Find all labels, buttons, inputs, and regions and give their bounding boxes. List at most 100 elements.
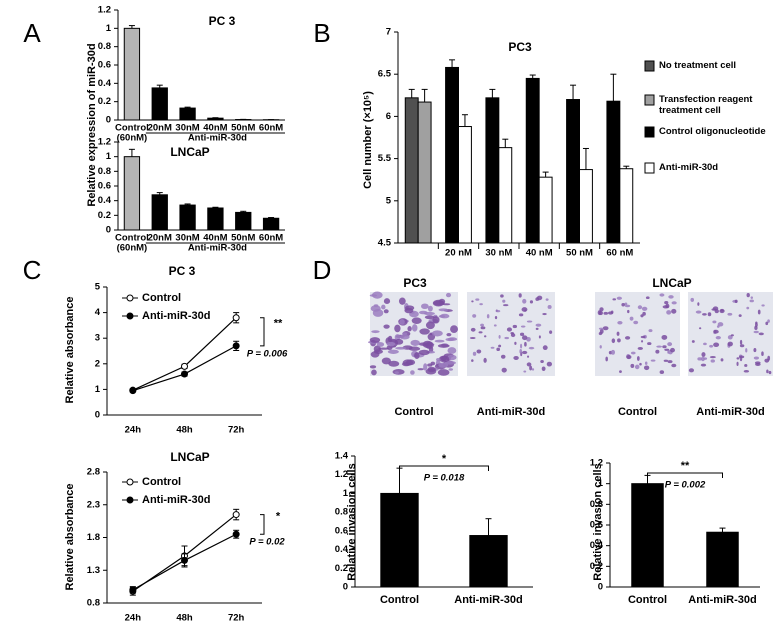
y-tick-label: 0.4 bbox=[590, 540, 604, 551]
cell bbox=[639, 362, 642, 366]
cell bbox=[753, 330, 759, 334]
cell bbox=[469, 337, 476, 340]
cell bbox=[743, 370, 750, 373]
cell bbox=[720, 358, 724, 362]
cell bbox=[438, 315, 446, 318]
y-tick-label: 0.6 bbox=[98, 60, 111, 71]
bar bbox=[262, 217, 280, 231]
cell bbox=[624, 302, 628, 306]
x-tick-label: 24h bbox=[125, 425, 142, 436]
y-tick-label: 2.3 bbox=[87, 499, 100, 510]
cell bbox=[599, 307, 604, 312]
error-bar bbox=[408, 88, 415, 98]
significance-bracket bbox=[399, 465, 489, 471]
cell bbox=[425, 368, 437, 375]
cell bbox=[381, 357, 391, 365]
cell bbox=[480, 326, 486, 330]
bar bbox=[485, 97, 500, 244]
significance-mark: * bbox=[442, 453, 447, 465]
cell bbox=[709, 355, 716, 359]
cell bbox=[727, 335, 733, 340]
cell bbox=[611, 338, 616, 344]
cell bbox=[411, 324, 418, 332]
cell bbox=[612, 298, 617, 301]
y-tick-label: 3 bbox=[95, 333, 100, 344]
cell bbox=[634, 364, 640, 370]
cell bbox=[529, 365, 533, 371]
x-tick-label: 72h bbox=[228, 613, 245, 624]
point bbox=[232, 530, 240, 538]
cell bbox=[398, 297, 406, 305]
x-tick-label: Anti-miR-30d bbox=[688, 594, 756, 606]
cell bbox=[407, 326, 412, 332]
cell bbox=[527, 355, 530, 358]
error-bar bbox=[582, 147, 589, 170]
cell bbox=[709, 344, 714, 348]
error-bar bbox=[502, 138, 509, 148]
cell bbox=[371, 330, 380, 334]
cell bbox=[750, 296, 753, 299]
y-tick-label: 0 bbox=[343, 582, 348, 593]
cell bbox=[388, 360, 400, 367]
legend-marker bbox=[126, 478, 134, 486]
cell bbox=[394, 371, 399, 374]
x-tick-label: 20nM bbox=[148, 233, 172, 244]
cell bbox=[667, 342, 673, 347]
cell bbox=[655, 349, 660, 354]
legend-label: Control oligonucleotide bbox=[659, 126, 766, 137]
p-value: P = 0.02 bbox=[249, 537, 285, 548]
x-tick-label: 30 nM bbox=[485, 248, 512, 259]
cell bbox=[494, 316, 498, 320]
cell bbox=[739, 339, 743, 345]
cell bbox=[434, 339, 445, 343]
point bbox=[181, 362, 188, 370]
legend-marker bbox=[126, 294, 134, 302]
significance-mark: * bbox=[276, 510, 281, 522]
cell bbox=[500, 294, 504, 298]
cell bbox=[445, 337, 455, 342]
cell bbox=[619, 370, 622, 374]
cell bbox=[754, 361, 761, 365]
cell bbox=[519, 332, 525, 336]
cell bbox=[712, 320, 717, 324]
cell bbox=[599, 328, 604, 334]
error-bar bbox=[156, 192, 163, 195]
category-note: (60nM) bbox=[117, 243, 148, 254]
cell bbox=[636, 356, 640, 361]
y-tick-label: 1.3 bbox=[87, 565, 100, 576]
cell bbox=[701, 352, 706, 357]
cell bbox=[624, 304, 631, 308]
cell bbox=[496, 347, 501, 352]
cell bbox=[645, 296, 650, 300]
error-bar bbox=[570, 84, 577, 100]
y-tick-label: 0.4 bbox=[98, 195, 112, 206]
cell bbox=[437, 369, 450, 376]
cell bbox=[369, 365, 377, 369]
cell bbox=[450, 325, 458, 334]
error-bar bbox=[128, 25, 135, 29]
cell bbox=[383, 324, 390, 329]
bar bbox=[123, 27, 141, 121]
cell bbox=[521, 307, 528, 312]
error-bar bbox=[212, 206, 219, 208]
cell bbox=[630, 363, 635, 369]
cell bbox=[446, 333, 452, 337]
cell bbox=[427, 363, 433, 367]
error-bar bbox=[719, 527, 726, 533]
y-tick-label: 1 bbox=[106, 151, 112, 162]
cell bbox=[471, 300, 474, 303]
y-tick-label: 4 bbox=[95, 307, 101, 318]
cell bbox=[423, 363, 428, 371]
x-tick-label: 20 nM bbox=[445, 248, 472, 259]
bar bbox=[538, 176, 553, 244]
panel-label: B bbox=[313, 18, 330, 48]
cell bbox=[394, 334, 401, 341]
image-label: Anti-miR-30d bbox=[696, 406, 764, 418]
y-tick-label: 0.2 bbox=[98, 210, 111, 221]
panel-label: C bbox=[23, 255, 42, 285]
cell bbox=[479, 303, 483, 306]
cell bbox=[417, 368, 424, 371]
cell bbox=[758, 332, 764, 336]
cell bbox=[512, 324, 518, 329]
cell bbox=[402, 332, 408, 335]
